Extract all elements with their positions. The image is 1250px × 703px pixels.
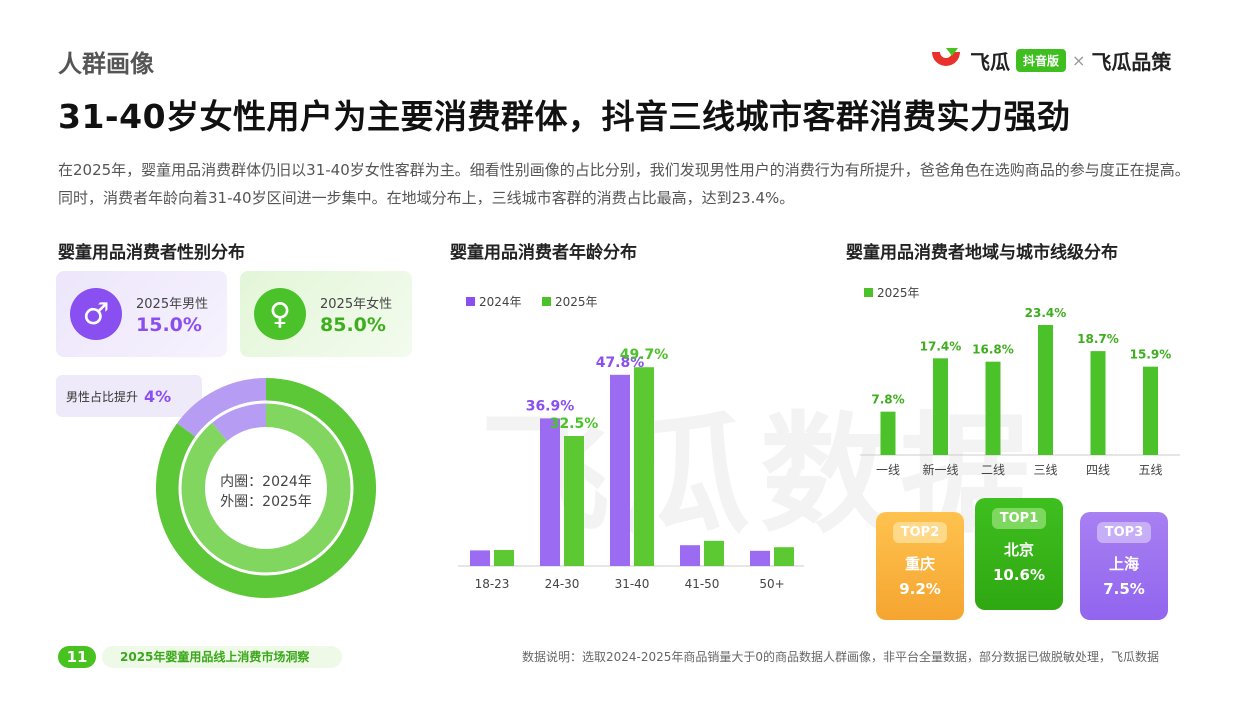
gender-donut-chart: 内圈：2024年 外圈：2025年 — [156, 378, 376, 598]
headline: 31-40岁女性用户为主要消费群体，抖音三线城市客群消费实力强劲 — [58, 97, 1071, 136]
top-city-name: 北京 — [1003, 541, 1034, 559]
section-label: 人群画像 — [58, 50, 154, 78]
age-bar — [634, 367, 654, 566]
city-bar — [880, 411, 896, 455]
city-bar — [1038, 325, 1053, 455]
city-tick-label: 一线 — [876, 463, 900, 477]
male-rise-badge: 男性占比提升 4% — [56, 375, 202, 417]
age-data-label: 32.5% — [550, 416, 599, 432]
city-bar — [1143, 366, 1158, 455]
top-rank-tag: TOP3 — [1096, 522, 1152, 543]
logo-badge: 抖音版 — [1016, 48, 1067, 72]
top-city-value: 10.6% — [992, 566, 1046, 584]
age-tick-label: 50+ — [759, 577, 784, 591]
age-bar — [610, 374, 630, 566]
top-rank-tag: TOP2 — [892, 522, 948, 543]
logo-brand: 飞瓜 — [970, 49, 1010, 74]
top-city-card-1: TOP1 北京 10.6% — [975, 498, 1063, 610]
city-bar-chart: 2025年 7.8% 一线 17.4% 新一线 16.8% 二线 23.4% 三线 18.7% 四… — [860, 286, 1180, 477]
male-rise-value: 4% — [144, 386, 172, 406]
age-tick-label: 24-30 — [545, 577, 580, 591]
city-data-label: 16.8% — [972, 343, 1014, 357]
age-tick-label: 18-23 — [475, 577, 510, 591]
gender-chart-title: 婴童用品消费者性别分布 — [58, 243, 245, 263]
age-bar — [564, 436, 584, 566]
city-tick-label: 五线 — [1138, 463, 1162, 477]
female-card-label: 2025年女性 — [320, 296, 393, 312]
age-tick-label: 31-40 — [615, 577, 650, 591]
logo-partner: 飞瓜品策 — [1091, 49, 1172, 74]
donut-slice-male-2025 — [177, 378, 267, 438]
age-bar — [704, 540, 724, 566]
city-data-label: 18.7% — [1077, 332, 1119, 346]
donut-center-outer: 外圈：2025年 — [220, 494, 312, 510]
logo-separator: × — [1072, 50, 1086, 70]
age-bar-chart: 2024年 2025年 18-23 24-30 31-40 41-50 50+ 36.9% 3… — [458, 295, 804, 591]
city-bar — [1090, 351, 1106, 455]
age-bar — [774, 547, 794, 566]
page-number: 11 — [58, 646, 96, 668]
logo: 飞瓜 抖音版 × 飞瓜品策 — [928, 44, 1171, 76]
age-legend-label: 2025年 — [555, 295, 598, 309]
age-data-label: 36.9% — [526, 398, 575, 414]
age-bar — [750, 550, 770, 566]
city-tick-label: 四线 — [1086, 463, 1110, 477]
data-note: 数据说明：选取2024-2025年商品销量大于0的商品数据人群画像，非平台全量数… — [522, 650, 1160, 664]
donut-slice-female-2024 — [179, 401, 353, 575]
city-data-label: 7.8% — [871, 393, 904, 407]
city-data-label: 15.9% — [1130, 348, 1172, 362]
age-legend-swatch — [466, 297, 475, 306]
logo-icon — [932, 48, 960, 66]
city-data-label: 23.4% — [1025, 306, 1067, 320]
city-legend-swatch — [864, 288, 873, 297]
age-bar — [470, 550, 490, 566]
female-icon: ♀ — [254, 288, 306, 340]
city-tick-label: 三线 — [1033, 463, 1057, 477]
age-bar — [494, 550, 514, 566]
city-chart-title: 婴童用品消费者地域与城市线级分布 — [846, 243, 1118, 263]
top-city-card-3: TOP3 上海 7.5% — [1080, 512, 1168, 620]
age-bar — [680, 545, 700, 566]
top-city-card-2: TOP2 重庆 9.2% — [876, 512, 964, 620]
top-city-value: 7.5% — [1103, 580, 1145, 598]
female-card-value: 85.0% — [320, 313, 386, 336]
age-tick-label: 41-50 — [685, 577, 720, 591]
top-city-name: 上海 — [1108, 555, 1139, 573]
age-legend-label: 2024年 — [479, 295, 522, 309]
age-data-label: 49.7% — [620, 347, 669, 363]
city-bar — [985, 361, 1001, 455]
top-city-value: 9.2% — [899, 580, 941, 598]
city-data-label: 17.4% — [920, 339, 962, 353]
donut-slice-male-2024 — [210, 401, 267, 442]
top-rank-tag: TOP1 — [991, 508, 1047, 529]
male-icon: ♂ — [70, 288, 122, 340]
city-tick-label: 二线 — [981, 463, 1005, 477]
donut-center-inner: 内圈：2024年 — [220, 474, 312, 490]
female-card: ♀ 2025年女性 85.0% — [240, 271, 412, 357]
donut-ring-separator — [178, 400, 354, 576]
male-card: ♂ 2025年男性 15.0% — [56, 271, 227, 357]
city-tick-label: 新一线 — [922, 462, 958, 477]
male-card-value: 15.0% — [136, 313, 202, 336]
age-chart-title: 婴童用品消费者年龄分布 — [450, 243, 637, 263]
age-bar — [540, 418, 560, 566]
top-city-name: 重庆 — [904, 555, 935, 573]
report-title: 2025年婴童用品线上消费市场洞察 — [102, 646, 342, 668]
city-bar — [933, 358, 948, 455]
city-legend-label: 2025年 — [877, 286, 920, 300]
donut-slice-female-2025 — [156, 378, 376, 598]
male-card-label: 2025年男性 — [136, 296, 209, 312]
intro-paragraph: 在2025年，婴童用品消费群体仍旧以31-40岁女性客群为主。细看性别画像的占比… — [58, 161, 1190, 207]
age-legend-swatch — [542, 297, 551, 306]
age-data-label: 47.8% — [596, 355, 645, 371]
male-rise-label: 男性占比提升 — [66, 389, 139, 404]
